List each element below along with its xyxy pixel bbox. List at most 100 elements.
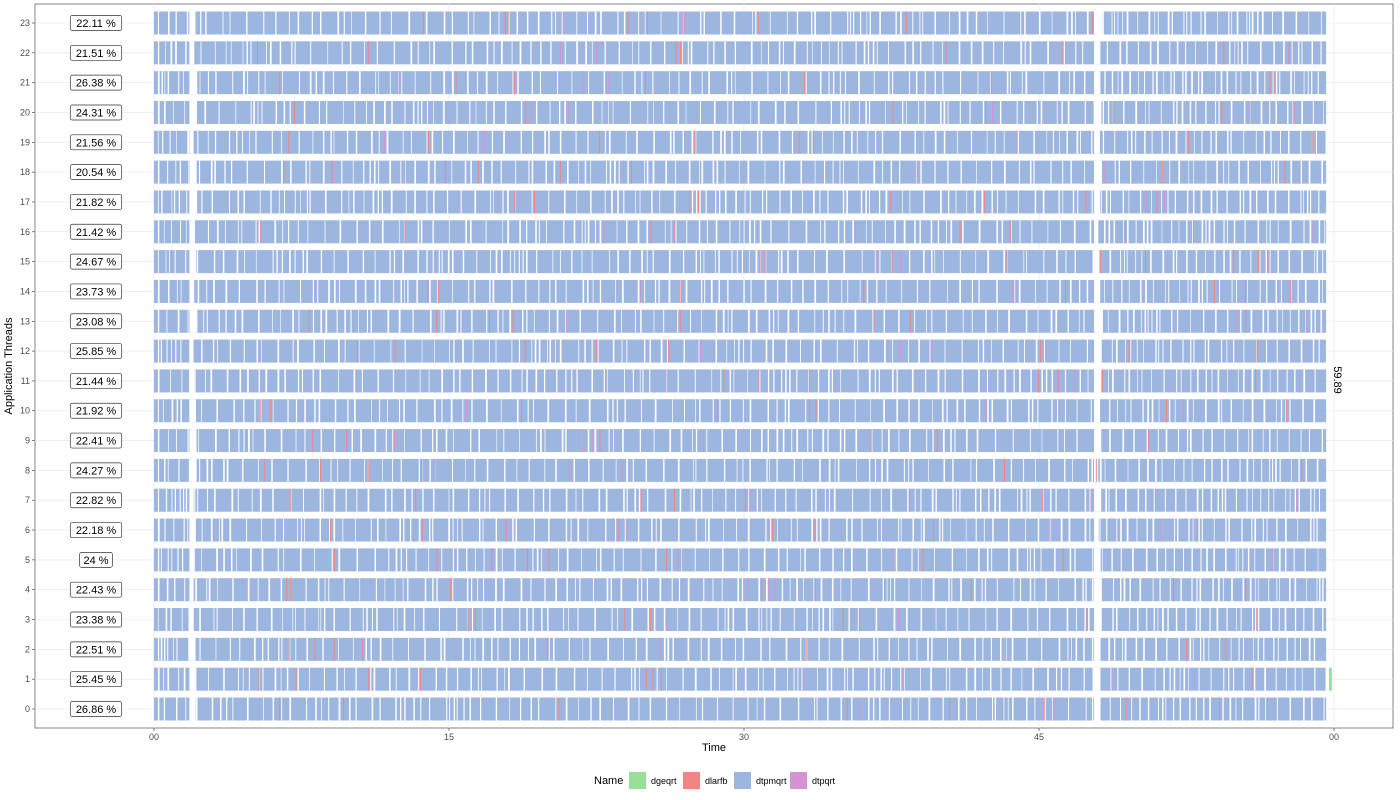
idle-gap bbox=[1269, 429, 1271, 453]
idle-gap bbox=[157, 697, 160, 721]
idle-gap bbox=[1179, 279, 1180, 303]
idle-gap bbox=[1129, 608, 1130, 632]
idle-gap bbox=[1107, 100, 1110, 124]
idle-gap bbox=[587, 429, 590, 453]
utilization-label-box bbox=[69, 223, 123, 240]
idle-gap bbox=[715, 220, 718, 244]
idle-gap bbox=[548, 518, 550, 542]
idle-gap bbox=[958, 41, 961, 65]
idle-gap bbox=[1125, 488, 1127, 512]
idle-gap bbox=[326, 100, 328, 124]
idle-gap bbox=[1243, 130, 1245, 154]
idle-gap bbox=[926, 309, 927, 333]
idle-gap bbox=[235, 100, 237, 124]
idle-gap bbox=[1226, 130, 1229, 154]
idle-gap bbox=[793, 667, 795, 691]
idle-gap bbox=[182, 548, 184, 572]
idle-gap bbox=[201, 518, 203, 542]
idle-gap bbox=[567, 160, 569, 184]
dlarfb-bar bbox=[1256, 339, 1258, 363]
x-tick-label: 30 bbox=[739, 732, 749, 742]
idle-gap bbox=[343, 578, 345, 602]
dtpqrt-bar bbox=[747, 578, 749, 602]
idle-gap bbox=[824, 488, 826, 512]
idle-gap bbox=[955, 190, 957, 214]
idle-gap bbox=[208, 578, 211, 602]
idle-gap bbox=[189, 41, 195, 65]
idle-gap bbox=[679, 697, 681, 721]
idle-gap bbox=[1084, 160, 1086, 184]
idle-gap bbox=[518, 250, 520, 274]
idle-gap bbox=[962, 220, 964, 244]
idle-gap bbox=[977, 339, 979, 363]
idle-gap bbox=[763, 697, 766, 721]
idle-gap bbox=[1311, 41, 1313, 65]
idle-gap bbox=[1073, 71, 1075, 95]
dlarfb-bar bbox=[367, 41, 369, 65]
idle-gap bbox=[638, 488, 641, 512]
dtpqrt-bar bbox=[1053, 697, 1055, 721]
idle-gap bbox=[210, 369, 213, 393]
idle-gap bbox=[1109, 399, 1111, 423]
idle-gap bbox=[878, 369, 880, 393]
idle-gap bbox=[194, 369, 196, 393]
idle-gap bbox=[669, 71, 670, 95]
idle-gap bbox=[1145, 100, 1146, 124]
idle-gap bbox=[432, 578, 434, 602]
idle-gap bbox=[246, 11, 248, 35]
idle-gap bbox=[827, 190, 829, 214]
dtpqrt-bar bbox=[899, 339, 901, 363]
idle-gap bbox=[300, 518, 302, 542]
idle-gap bbox=[991, 339, 992, 363]
idle-gap bbox=[544, 458, 546, 482]
idle-gap bbox=[947, 279, 948, 303]
idle-gap bbox=[283, 518, 284, 542]
idle-gap bbox=[164, 637, 166, 661]
idle-gap bbox=[748, 488, 750, 512]
idle-gap bbox=[328, 578, 330, 602]
idle-gap bbox=[621, 309, 622, 333]
idle-gap bbox=[1089, 220, 1092, 244]
dlarfb-bar bbox=[415, 488, 417, 512]
idle-gap bbox=[280, 578, 283, 602]
dlarfb-bar bbox=[652, 667, 654, 691]
idle-gap bbox=[169, 250, 170, 274]
idle-gap bbox=[311, 11, 313, 35]
idle-gap bbox=[733, 11, 736, 35]
idle-gap bbox=[481, 608, 483, 632]
idle-gap bbox=[1312, 608, 1315, 632]
idle-gap bbox=[408, 11, 411, 35]
idle-gap bbox=[604, 41, 606, 65]
idle-gap bbox=[356, 488, 358, 512]
idle-gap bbox=[1003, 41, 1004, 65]
idle-gap bbox=[171, 548, 173, 572]
idle-gap bbox=[970, 41, 973, 65]
idle-gap bbox=[908, 458, 910, 482]
idle-gap bbox=[213, 279, 215, 303]
dlarfb-bar bbox=[598, 130, 600, 154]
idle-gap bbox=[576, 11, 578, 35]
idle-gap bbox=[774, 488, 776, 512]
idle-gap bbox=[747, 697, 749, 721]
idle-gap bbox=[656, 667, 658, 691]
idle-gap bbox=[1234, 41, 1236, 65]
idle-gap bbox=[1046, 279, 1048, 303]
idle-gap bbox=[819, 548, 821, 572]
idle-gap bbox=[320, 608, 322, 632]
idle-gap bbox=[1202, 309, 1205, 333]
idle-gap bbox=[934, 250, 936, 274]
idle-gap bbox=[438, 250, 440, 274]
idle-gap bbox=[774, 667, 776, 691]
idle-gap bbox=[1215, 309, 1217, 333]
idle-gap bbox=[1226, 220, 1228, 244]
idle-gap bbox=[903, 458, 905, 482]
idle-gap bbox=[514, 250, 516, 274]
idle-gap bbox=[1303, 697, 1305, 721]
idle-gap bbox=[1025, 309, 1028, 333]
idle-gap bbox=[993, 41, 995, 65]
idle-gap bbox=[179, 488, 181, 512]
idle-gap bbox=[1075, 41, 1077, 65]
dlarfb-bar bbox=[1165, 399, 1167, 423]
idle-gap bbox=[935, 608, 937, 632]
idle-gap bbox=[501, 250, 503, 274]
